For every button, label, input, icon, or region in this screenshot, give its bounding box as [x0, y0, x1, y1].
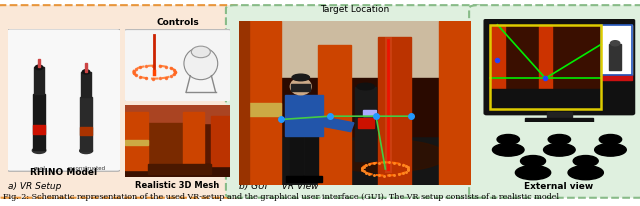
- Ellipse shape: [357, 83, 374, 90]
- Bar: [239, 21, 281, 185]
- Bar: [490, 89, 601, 109]
- Bar: [291, 133, 303, 182]
- Bar: [305, 133, 318, 182]
- Bar: [364, 110, 376, 116]
- Bar: [525, 118, 593, 122]
- Bar: [81, 72, 91, 97]
- Bar: [34, 67, 44, 94]
- Bar: [303, 176, 322, 182]
- Bar: [609, 44, 621, 70]
- Ellipse shape: [595, 143, 627, 156]
- Bar: [183, 112, 204, 170]
- Bar: [211, 116, 230, 166]
- Bar: [601, 25, 632, 75]
- Bar: [239, 21, 471, 78]
- FancyBboxPatch shape: [483, 19, 636, 115]
- Ellipse shape: [611, 41, 620, 46]
- Bar: [85, 63, 87, 72]
- Text: Realistic 3D Mesh: Realistic 3D Mesh: [136, 181, 220, 190]
- Text: b) GUI     VR View: b) GUI VR View: [239, 181, 318, 191]
- Bar: [285, 176, 304, 182]
- Bar: [490, 25, 601, 109]
- Bar: [547, 112, 572, 122]
- Bar: [38, 59, 40, 67]
- Ellipse shape: [292, 74, 310, 81]
- Bar: [125, 140, 148, 145]
- Circle shape: [548, 135, 570, 144]
- Bar: [355, 87, 376, 161]
- Text: a) VR Setup: a) VR Setup: [8, 181, 61, 191]
- Ellipse shape: [35, 65, 43, 70]
- Text: RHINO Model: RHINO Model: [30, 168, 97, 177]
- Bar: [490, 25, 601, 109]
- Ellipse shape: [291, 78, 311, 95]
- Bar: [438, 21, 471, 185]
- Ellipse shape: [515, 166, 550, 180]
- Text: reconstructed: reconstructed: [67, 166, 105, 171]
- Bar: [601, 25, 632, 75]
- Bar: [291, 84, 310, 91]
- Bar: [125, 164, 230, 177]
- Text: Target Location: Target Location: [321, 5, 390, 14]
- FancyBboxPatch shape: [235, 17, 476, 189]
- Bar: [239, 78, 471, 136]
- Ellipse shape: [80, 148, 92, 154]
- Bar: [601, 75, 632, 80]
- Text: Controls: Controls: [156, 18, 199, 27]
- Bar: [125, 112, 148, 170]
- FancyBboxPatch shape: [124, 30, 232, 102]
- Bar: [148, 123, 183, 164]
- Ellipse shape: [568, 166, 604, 180]
- Circle shape: [520, 156, 545, 166]
- Bar: [285, 95, 323, 136]
- FancyBboxPatch shape: [469, 5, 640, 198]
- Ellipse shape: [83, 70, 90, 74]
- Ellipse shape: [33, 147, 46, 153]
- Bar: [33, 94, 45, 150]
- Ellipse shape: [191, 46, 211, 58]
- Bar: [490, 25, 505, 109]
- Bar: [239, 136, 471, 185]
- Bar: [540, 25, 552, 109]
- Text: real: real: [33, 166, 45, 171]
- Text: Fig. 2: Schematic representation of the used VR-setup and the graphical user int: Fig. 2: Schematic representation of the …: [3, 193, 559, 201]
- Bar: [239, 21, 248, 185]
- Bar: [318, 45, 351, 185]
- Bar: [80, 97, 92, 151]
- Bar: [80, 127, 92, 135]
- Ellipse shape: [492, 143, 524, 156]
- Bar: [490, 25, 601, 109]
- Text: Laser
Ray: Laser Ray: [403, 118, 426, 137]
- Bar: [148, 164, 211, 173]
- Circle shape: [497, 135, 520, 144]
- FancyBboxPatch shape: [226, 5, 484, 198]
- Bar: [125, 105, 230, 123]
- Ellipse shape: [543, 143, 575, 156]
- FancyBboxPatch shape: [0, 5, 241, 198]
- Ellipse shape: [319, 139, 447, 172]
- Bar: [33, 125, 45, 134]
- Ellipse shape: [184, 47, 218, 80]
- Circle shape: [599, 135, 621, 144]
- Text: External view: External view: [524, 181, 593, 191]
- Circle shape: [573, 156, 598, 166]
- Bar: [322, 117, 354, 132]
- Bar: [378, 37, 411, 185]
- Bar: [239, 103, 281, 116]
- FancyBboxPatch shape: [5, 29, 122, 171]
- Bar: [358, 118, 374, 128]
